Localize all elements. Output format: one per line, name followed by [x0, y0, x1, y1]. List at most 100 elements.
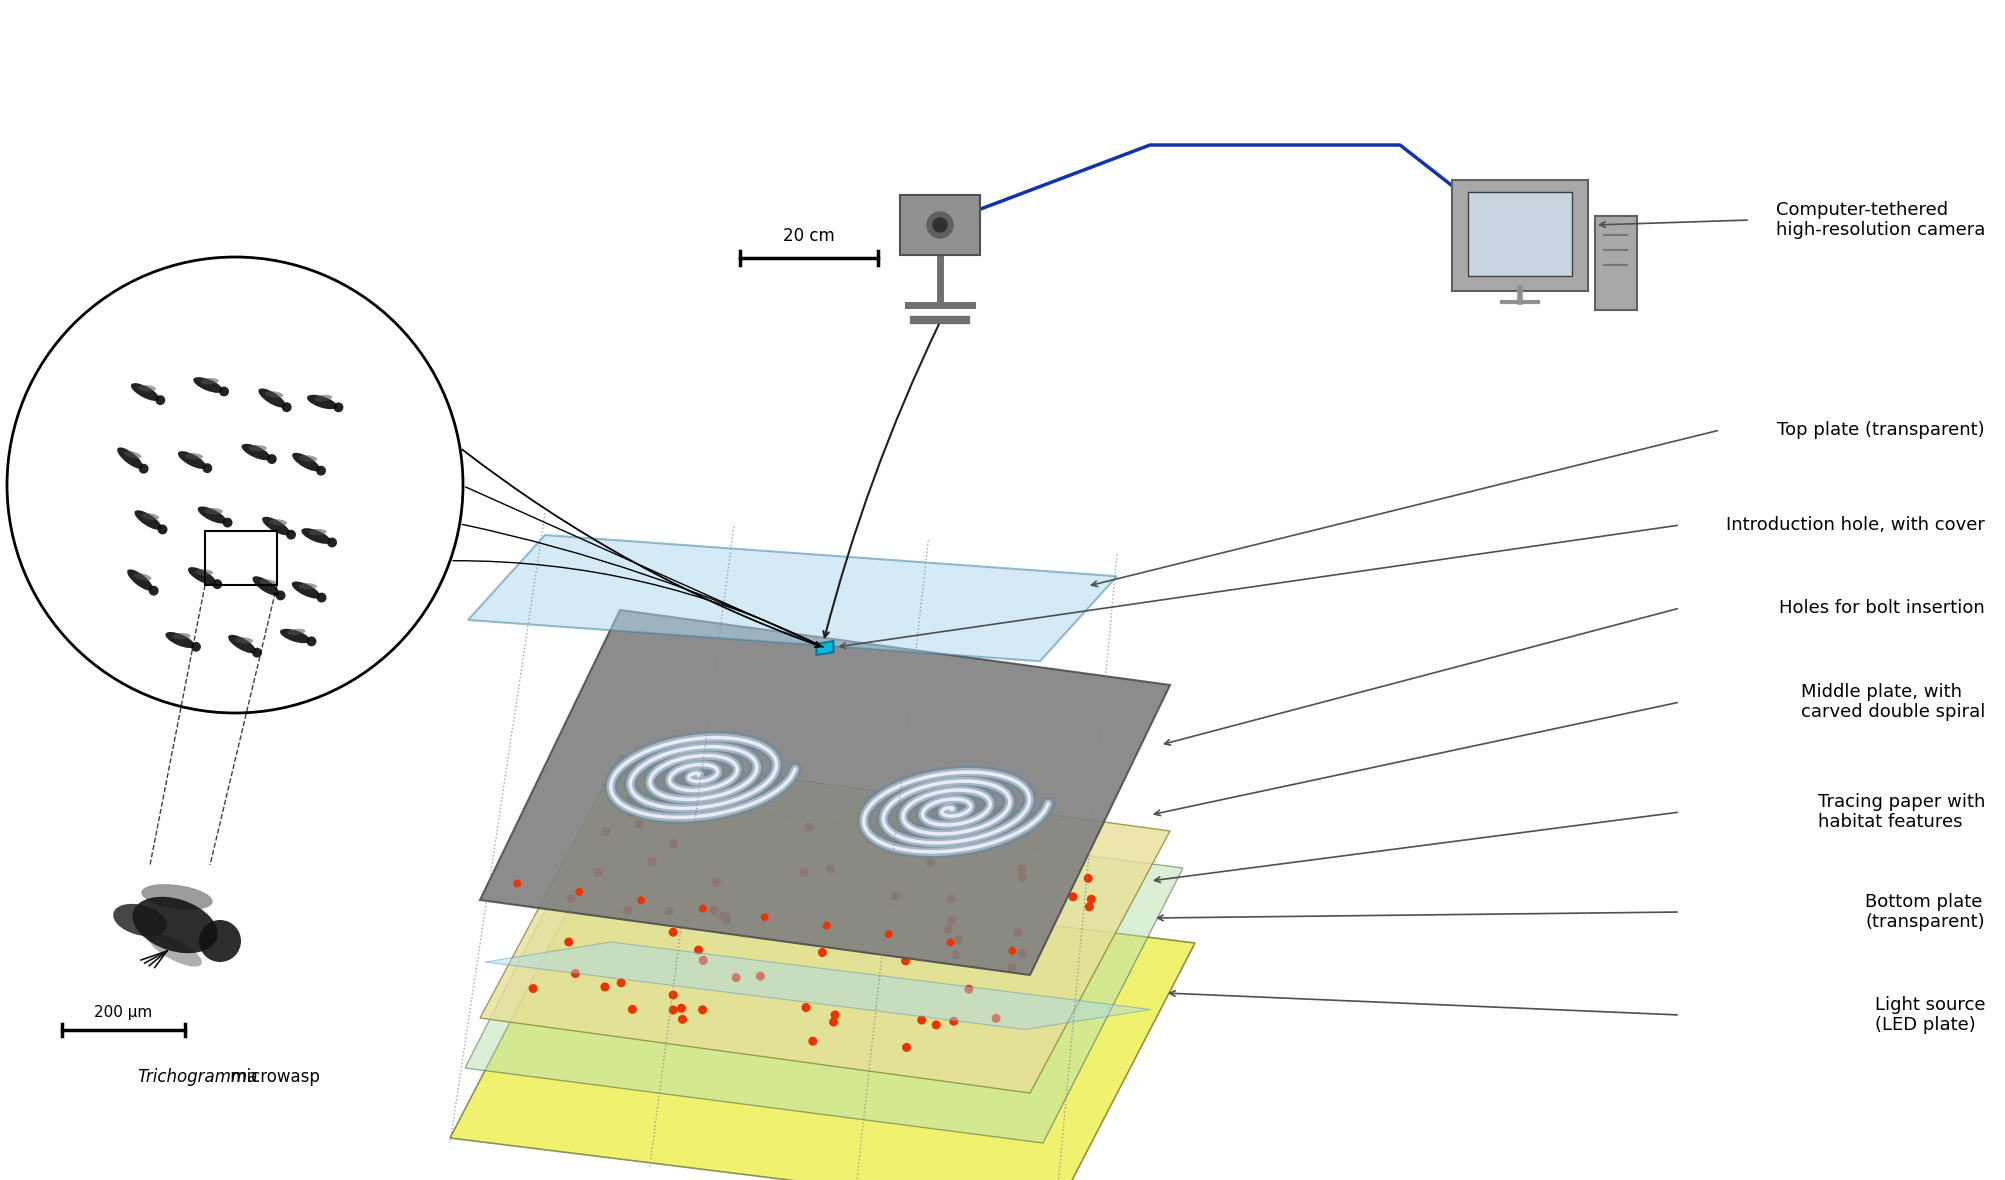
- Circle shape: [154, 395, 164, 405]
- Ellipse shape: [192, 378, 223, 393]
- Text: Light source
(LED plate): Light source (LED plate): [1873, 996, 1985, 1035]
- Circle shape: [628, 794, 636, 802]
- Circle shape: [148, 585, 158, 596]
- Ellipse shape: [140, 513, 158, 520]
- Circle shape: [800, 868, 808, 877]
- Ellipse shape: [130, 384, 158, 401]
- Circle shape: [808, 1037, 816, 1045]
- Circle shape: [698, 1007, 706, 1014]
- Circle shape: [932, 218, 946, 232]
- Ellipse shape: [299, 455, 317, 461]
- Circle shape: [756, 972, 764, 981]
- Ellipse shape: [112, 904, 166, 936]
- Circle shape: [1019, 950, 1027, 957]
- Circle shape: [902, 1043, 910, 1051]
- Circle shape: [804, 824, 812, 831]
- Ellipse shape: [309, 529, 327, 536]
- Ellipse shape: [188, 568, 217, 585]
- Circle shape: [317, 592, 327, 603]
- Ellipse shape: [178, 451, 207, 468]
- Ellipse shape: [205, 509, 223, 514]
- Circle shape: [722, 913, 730, 922]
- Circle shape: [890, 892, 898, 900]
- Circle shape: [567, 894, 575, 903]
- Circle shape: [824, 923, 830, 929]
- Circle shape: [1085, 903, 1093, 911]
- Polygon shape: [816, 641, 832, 655]
- Ellipse shape: [235, 637, 253, 643]
- Ellipse shape: [229, 635, 257, 654]
- Ellipse shape: [253, 576, 279, 596]
- Circle shape: [648, 802, 656, 809]
- Ellipse shape: [184, 453, 203, 459]
- Circle shape: [830, 1018, 836, 1025]
- Circle shape: [762, 914, 768, 920]
- Ellipse shape: [241, 444, 271, 460]
- Ellipse shape: [249, 445, 267, 452]
- Circle shape: [932, 1021, 940, 1029]
- Bar: [205, 531, 277, 585]
- Ellipse shape: [291, 582, 321, 598]
- Circle shape: [618, 979, 626, 986]
- Circle shape: [884, 931, 892, 937]
- Circle shape: [1019, 873, 1027, 881]
- Ellipse shape: [132, 897, 217, 953]
- Circle shape: [287, 530, 297, 539]
- Ellipse shape: [259, 388, 285, 407]
- Ellipse shape: [265, 392, 283, 398]
- Ellipse shape: [301, 529, 331, 544]
- Circle shape: [700, 905, 706, 912]
- Circle shape: [138, 464, 148, 473]
- Circle shape: [281, 402, 291, 412]
- Ellipse shape: [134, 510, 162, 530]
- Text: Holes for bolt insertion: Holes for bolt insertion: [1778, 599, 1985, 617]
- Circle shape: [1017, 865, 1025, 873]
- Ellipse shape: [281, 629, 311, 643]
- Ellipse shape: [198, 506, 227, 524]
- Circle shape: [575, 889, 581, 896]
- Circle shape: [529, 985, 537, 992]
- Circle shape: [918, 1016, 924, 1024]
- Circle shape: [636, 820, 642, 827]
- Ellipse shape: [263, 517, 289, 536]
- Circle shape: [950, 1017, 956, 1025]
- Circle shape: [6, 257, 463, 713]
- Circle shape: [658, 794, 666, 802]
- Ellipse shape: [164, 632, 194, 648]
- Circle shape: [700, 957, 706, 964]
- Circle shape: [602, 983, 608, 991]
- Polygon shape: [479, 610, 1169, 975]
- Text: Tracing paper with
habitat features: Tracing paper with habitat features: [1817, 793, 1985, 832]
- Circle shape: [694, 946, 702, 953]
- Ellipse shape: [140, 884, 213, 910]
- Circle shape: [638, 897, 644, 904]
- Circle shape: [602, 827, 610, 835]
- Circle shape: [914, 845, 922, 853]
- Ellipse shape: [194, 569, 213, 576]
- Circle shape: [219, 387, 229, 396]
- Text: Middle plate, with
carved double spiral: Middle plate, with carved double spiral: [1800, 682, 1985, 721]
- Circle shape: [944, 925, 952, 933]
- Text: Introduction hole, with cover: Introduction hole, with cover: [1724, 516, 1985, 535]
- Text: Trichogramma: Trichogramma: [136, 1068, 257, 1086]
- Ellipse shape: [293, 453, 319, 471]
- Polygon shape: [465, 793, 1183, 1143]
- Polygon shape: [449, 868, 1195, 1180]
- FancyBboxPatch shape: [1452, 181, 1588, 291]
- Circle shape: [670, 840, 678, 847]
- Text: Bottom plate
(transparent): Bottom plate (transparent): [1865, 892, 1985, 931]
- Circle shape: [678, 1016, 686, 1023]
- Circle shape: [964, 985, 972, 994]
- Circle shape: [826, 865, 834, 873]
- Circle shape: [946, 896, 954, 903]
- Ellipse shape: [124, 451, 140, 458]
- Text: Top plate (transparent): Top plate (transparent): [1776, 421, 1985, 439]
- Circle shape: [1009, 964, 1015, 971]
- Circle shape: [571, 970, 579, 977]
- Circle shape: [317, 466, 325, 476]
- Ellipse shape: [307, 395, 337, 409]
- Circle shape: [948, 917, 954, 924]
- Ellipse shape: [134, 573, 150, 581]
- Ellipse shape: [116, 447, 142, 468]
- Circle shape: [1087, 896, 1095, 903]
